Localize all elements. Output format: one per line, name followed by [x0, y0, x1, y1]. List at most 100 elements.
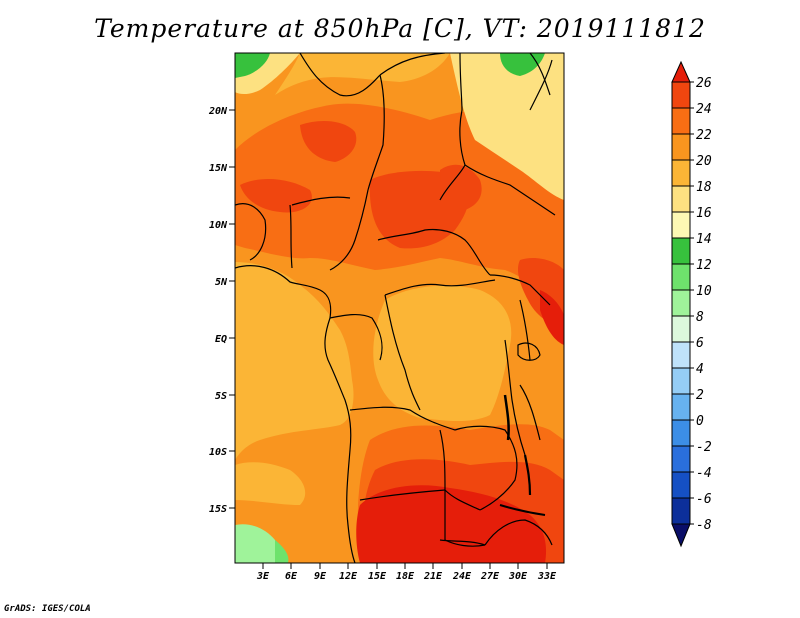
border-zambia	[454, 425, 518, 511]
border-caprivi	[439, 539, 486, 546]
border-chad-libya	[379, 53, 446, 76]
colorbar-label: 2	[696, 388, 704, 403]
colorbar-swatch	[671, 419, 691, 447]
country-borders	[235, 53, 556, 563]
colorbar-label: 6	[696, 336, 704, 351]
colorbar-label: -4	[696, 466, 712, 481]
field-southwest-12	[275, 540, 289, 563]
lake-victoria	[517, 342, 541, 361]
border-uganda-kenya	[519, 299, 531, 361]
coastline-west	[235, 265, 356, 563]
lat-tick-label: 20N	[208, 106, 228, 117]
chart-title: Temperature at 850hPa [C], VT: 201911181…	[94, 14, 706, 43]
lake-malawi	[523, 454, 532, 496]
border-tanzania	[519, 384, 541, 441]
border-east-rift	[504, 339, 526, 456]
lon-tick-label: 24E	[452, 571, 472, 582]
colorbar-label: 24	[696, 102, 712, 117]
lon-tick-label: 15E	[368, 571, 387, 582]
lon-tick-label: 6E	[285, 571, 298, 582]
lat-tick-label: 10S	[209, 447, 227, 458]
lon-tick-label: 33E	[537, 571, 557, 582]
field-sudan-24	[440, 164, 482, 210]
lat-tick-label: 10N	[209, 220, 228, 231]
field-atlantic-18	[235, 262, 354, 460]
field-south-26	[356, 485, 547, 563]
colorbar-label: 20	[696, 154, 712, 169]
field-southwest-10	[235, 524, 280, 563]
colorbar-cap-bottom	[671, 523, 691, 548]
lon-tick-label: 27E	[480, 571, 500, 582]
grads-credit: GrADS: IGES/COLA	[4, 604, 91, 614]
border-zimbabwe	[484, 519, 553, 546]
field-north-18	[275, 53, 450, 95]
border-niger-mali	[299, 53, 381, 97]
border-southsudan	[489, 274, 551, 306]
border-chad-niger	[367, 74, 385, 191]
border-car-south	[384, 279, 496, 296]
border-chad-sudan	[439, 53, 466, 201]
colorbar-swatch	[671, 341, 691, 369]
border-car-north	[377, 228, 491, 276]
lake-tanganyika	[503, 394, 510, 441]
latitude-axis: 20N 15N 10N 5N EQ 5S 10S 15S	[208, 106, 235, 515]
lon-tick-label: 3E	[256, 571, 270, 582]
lat-tick-label: EQ	[215, 334, 227, 345]
colorbar-label: 18	[696, 180, 712, 195]
lat-tick-label: 5S	[215, 391, 227, 402]
colorbar-swatch	[671, 471, 691, 499]
border-drc-congo	[384, 294, 421, 411]
colorbar-swatch	[671, 289, 691, 317]
field-northwest-12	[235, 53, 270, 78]
field-southcoast-18	[235, 462, 306, 505]
lon-tick-label: 12E	[339, 571, 358, 582]
border-ethiopia	[529, 59, 553, 111]
field-sahel-24-a	[300, 120, 357, 162]
lon-tick-label: 18E	[396, 571, 415, 582]
colorbar-swatch	[671, 237, 691, 265]
colorbar-swatch	[671, 445, 691, 473]
lon-tick-label: 30E	[508, 571, 528, 582]
lat-tick-label: 15S	[209, 504, 227, 515]
colorbar-label: 4	[696, 362, 704, 377]
lon-tick-label: 9E	[314, 571, 327, 582]
colorbar-label: 14	[696, 232, 712, 247]
colorbar-cap-top	[671, 60, 691, 83]
colorbar-swatch	[671, 81, 691, 109]
colorbar-swatch	[671, 393, 691, 421]
longitude-axis: 3E 6E 9E 12E 15E 18E 21E 24E 27E 30E 33E	[256, 563, 557, 582]
border-namibia	[359, 489, 446, 501]
colorbar-label: 0	[696, 414, 704, 429]
zambezi-river	[499, 504, 546, 516]
field-congo-18	[373, 285, 512, 422]
field-northeast-16	[450, 53, 564, 200]
border-nigeria-north	[291, 196, 351, 206]
colorbar-label: 10	[696, 284, 712, 299]
lat-tick-label: 15N	[209, 163, 228, 174]
border-red-sea	[529, 53, 551, 96]
colorbar-swatch	[671, 315, 691, 343]
colorbar-label: -8	[696, 518, 712, 533]
border-gabon	[329, 313, 383, 361]
colorbar-swatch	[671, 159, 691, 187]
colorbar-swatch	[671, 367, 691, 395]
colorbar-label: 16	[696, 206, 712, 221]
border-west-coast-north	[235, 203, 267, 261]
lon-tick-label: 21E	[423, 571, 443, 582]
field-east-26	[540, 290, 564, 345]
colorbar-swatch	[671, 497, 691, 525]
colorbar-label: -6	[696, 492, 712, 507]
border-sudan-east	[464, 164, 556, 216]
colorbar-swatch	[671, 263, 691, 291]
colorbar-swatch	[671, 107, 691, 135]
border-angola-north	[349, 406, 456, 431]
colorbar-swatch	[671, 211, 691, 239]
map-frame	[234, 52, 565, 564]
border-benin	[289, 204, 293, 269]
colorbar-swatch	[671, 133, 691, 161]
colorbar-label: 22	[696, 128, 712, 143]
colorbar-label: 8	[696, 310, 704, 325]
border-nigeria-cameroon	[329, 189, 369, 271]
colorbar-label: 12	[696, 258, 712, 273]
